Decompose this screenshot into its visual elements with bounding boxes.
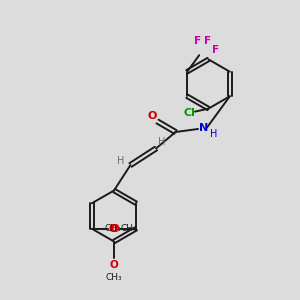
Text: H: H	[210, 129, 217, 140]
Text: O: O	[147, 111, 157, 121]
Text: H: H	[158, 137, 166, 147]
Text: CH₃: CH₃	[106, 273, 122, 282]
Text: F: F	[212, 45, 219, 55]
Text: N: N	[199, 122, 208, 133]
Text: Cl: Cl	[183, 108, 195, 118]
Text: H: H	[117, 156, 124, 167]
Text: O: O	[109, 224, 118, 234]
Text: O: O	[110, 260, 118, 270]
Text: CH₃: CH₃	[105, 224, 121, 233]
Text: F: F	[204, 36, 211, 46]
Text: O: O	[110, 224, 119, 234]
Text: F: F	[194, 36, 201, 46]
Text: CH₃: CH₃	[120, 224, 137, 233]
